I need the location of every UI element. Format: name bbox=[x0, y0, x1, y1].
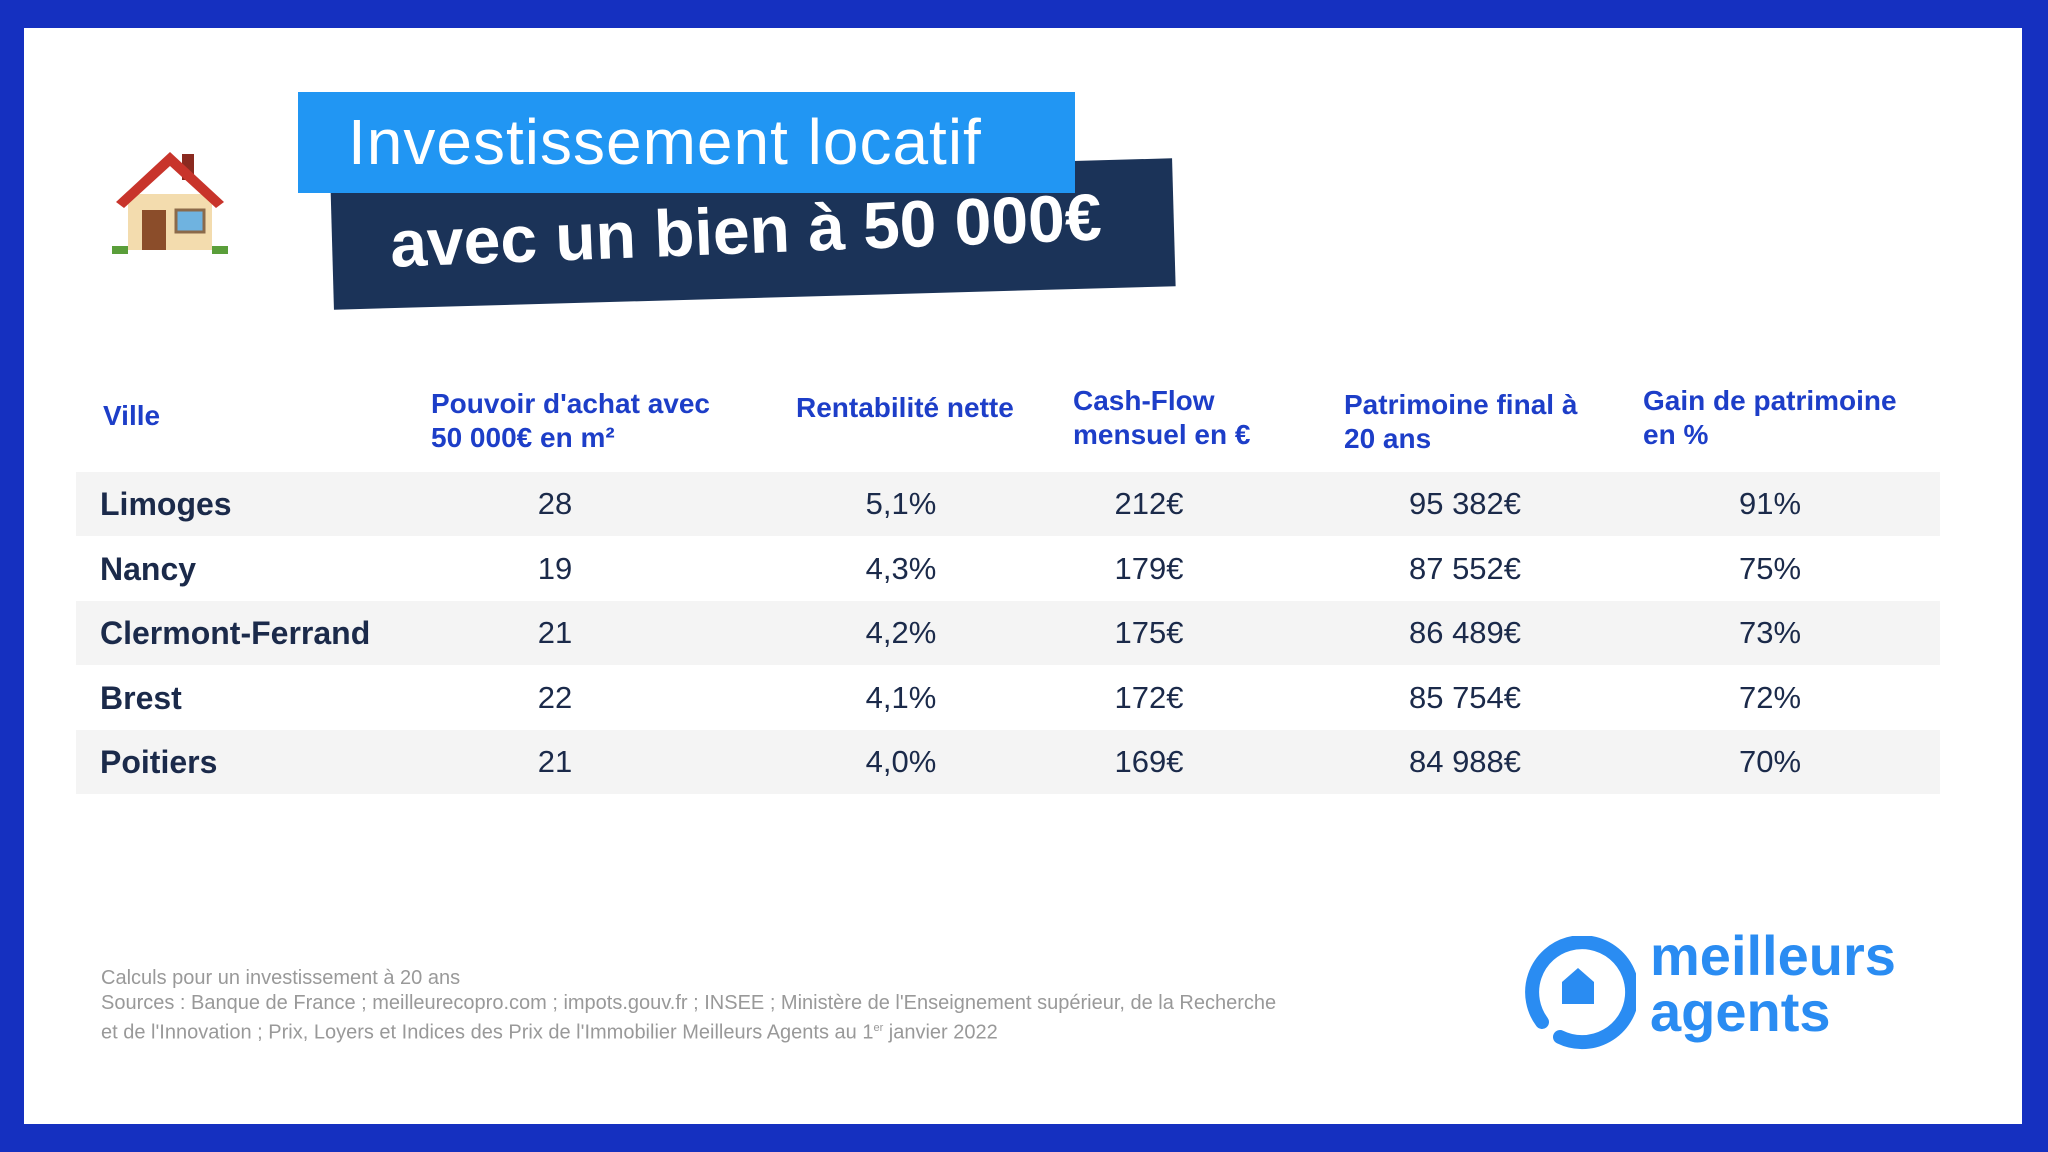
footnote-sources-cont: et de l'Innovation ; Prix, Loyers et Ind… bbox=[101, 1016, 1276, 1046]
header-text: Pouvoir d'achat avec bbox=[431, 388, 710, 419]
header-text: 20 ans bbox=[1344, 423, 1432, 454]
table-cell: 169€ bbox=[1114, 744, 1184, 779]
table-cell: 19 bbox=[537, 550, 573, 586]
table-cell: 73% bbox=[1738, 615, 1802, 650]
header-text: Patrimoine final à bbox=[1344, 389, 1578, 420]
header-text: 50 000€ en m² bbox=[431, 422, 615, 453]
table-cell: 70% bbox=[1738, 744, 1802, 779]
header-patrimoine-final: Patrimoine final à 20 ans bbox=[1344, 388, 1577, 456]
header-gain-patrimoine: Gain de patrimoine en % bbox=[1643, 384, 1897, 452]
table-cell: 91% bbox=[1738, 486, 1802, 521]
table-cell: 84 988€ bbox=[1408, 744, 1522, 779]
table-cell: 72% bbox=[1738, 679, 1802, 715]
header-text: Cash-Flow bbox=[1073, 385, 1215, 416]
header-rentabilite: Rentabilité nette bbox=[796, 391, 1014, 425]
table-cell: 5,1% bbox=[865, 486, 937, 521]
header-cash-flow: Cash-Flow mensuel en € bbox=[1073, 384, 1250, 452]
table-cell: 21 bbox=[537, 615, 573, 650]
footnote-sources: Sources : Banque de France ; meilleureco… bbox=[101, 992, 1277, 1014]
table-cell: 4,1% bbox=[865, 679, 937, 715]
table-row: Nancy 19 4,3% 179€ 87 552€ 75% bbox=[76, 537, 1940, 601]
table-row: Brest 22 4,1% 172€ 85 754€ 72% bbox=[76, 666, 1940, 730]
cell-ville: Brest bbox=[100, 679, 182, 716]
footnote-calc: Calculs pour un investissement à 20 ans bbox=[101, 967, 461, 989]
cell-ville: Poitiers bbox=[100, 744, 218, 780]
table-cell: 85 754€ bbox=[1408, 679, 1522, 715]
meilleurs-agents-logo: meilleurs agents bbox=[1520, 928, 1940, 1051]
logo-house-ring-icon bbox=[1525, 935, 1640, 1050]
header-pouvoir-achat: Pouvoir d'achat avec 50 000€ en m² bbox=[431, 387, 710, 455]
header-text: en % bbox=[1643, 419, 1709, 450]
house-emoji-icon bbox=[112, 152, 228, 254]
footnote-text: janvier 2022 bbox=[883, 1021, 998, 1044]
table-cell: 4,0% bbox=[865, 744, 937, 779]
table-cell: 179€ bbox=[1114, 550, 1184, 586]
header-ville: Ville bbox=[103, 399, 160, 433]
footnote-sup: er bbox=[873, 1022, 884, 1034]
table-cell: 28 bbox=[537, 486, 573, 521]
table-cell: 21 bbox=[537, 744, 573, 779]
logo-text-line1: meilleurs bbox=[1650, 924, 1896, 987]
table-cell: 95 382€ bbox=[1408, 486, 1522, 521]
logo-text-line2: agents bbox=[1650, 980, 1831, 1043]
table-cell: 212€ bbox=[1114, 486, 1184, 521]
table-cell: 22 bbox=[537, 679, 573, 715]
cell-ville: Nancy bbox=[100, 550, 197, 587]
cell-ville: Limoges bbox=[100, 486, 232, 522]
table-row: Clermont-Ferrand 21 4,2% 175€ 86 489€ 73% bbox=[76, 601, 1940, 665]
header-text: Ville bbox=[103, 400, 161, 431]
title-line-2: avec un bien à 50 000€ bbox=[388, 179, 1103, 281]
table-cell: 4,2% bbox=[865, 615, 937, 650]
table-row: Poitiers 21 4,0% 169€ 84 988€ 70% bbox=[76, 730, 1940, 794]
footnote: Calculs pour un investissement à 20 ans … bbox=[101, 966, 1276, 1046]
cell-ville: Clermont-Ferrand bbox=[100, 615, 371, 651]
table-cell: 4,3% bbox=[865, 550, 937, 586]
footnote-text: et de l'Innovation ; Prix, Loyers et Ind… bbox=[101, 1021, 874, 1044]
header-text: Rentabilité nette bbox=[796, 392, 1014, 423]
header-text: mensuel en € bbox=[1073, 419, 1251, 450]
table-cell: 172€ bbox=[1114, 679, 1184, 715]
table-cell: 86 489€ bbox=[1408, 615, 1522, 650]
table-cell: 75% bbox=[1738, 550, 1802, 586]
title-line-1: Investissement locatif bbox=[298, 92, 1075, 193]
table-row: Limoges 28 5,1% 212€ 95 382€ 91% bbox=[76, 472, 1940, 536]
table-cell: 87 552€ bbox=[1408, 550, 1522, 586]
header-text: Gain de patrimoine bbox=[1643, 385, 1897, 416]
table-cell: 175€ bbox=[1114, 615, 1184, 650]
